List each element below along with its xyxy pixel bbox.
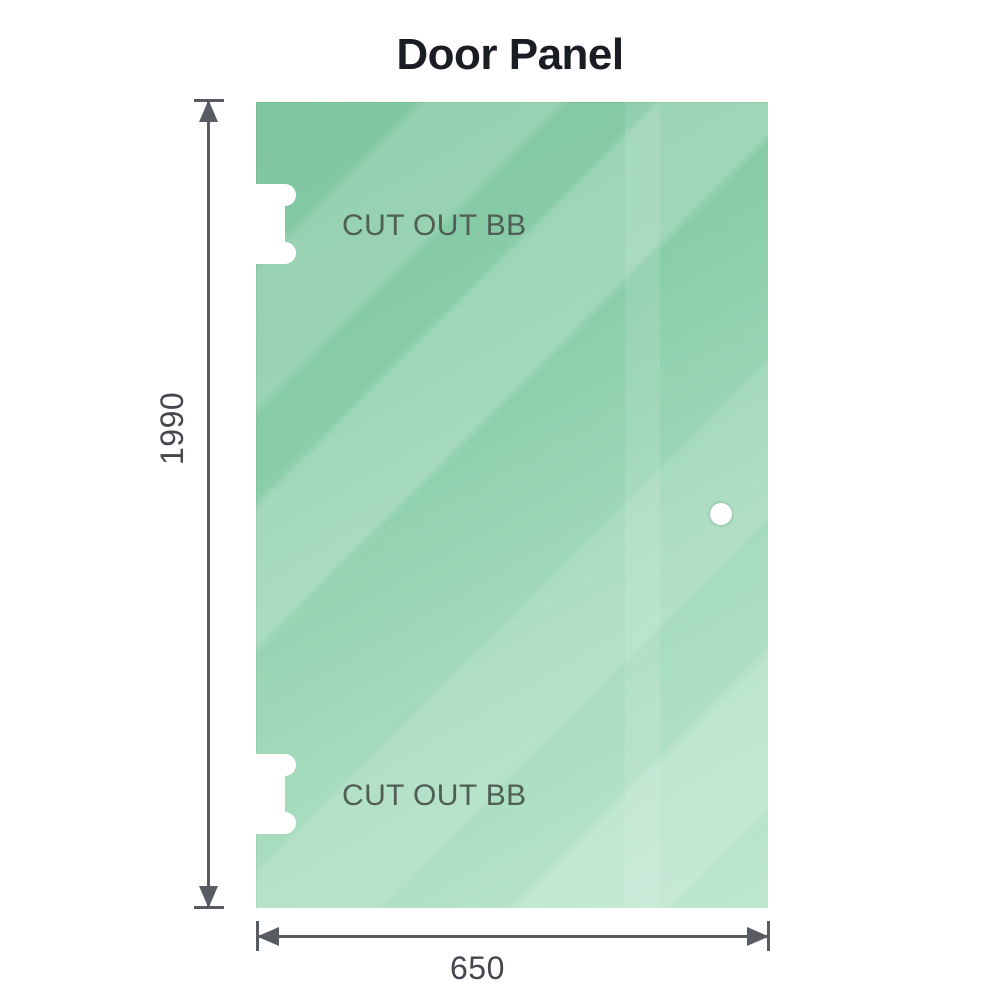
arrowhead-left-icon: [257, 927, 279, 946]
dimension-label-width: 650: [450, 950, 505, 986]
notch-cutout-icon: [255, 184, 296, 264]
cutout-bottom: [255, 750, 301, 838]
glass-panel: CUT OUT BB CUT OUT BB: [255, 102, 768, 908]
dimension-line-height: [194, 99, 224, 909]
notch-cutout-icon: [255, 754, 296, 834]
page-title: Door Panel: [396, 30, 624, 79]
arrowhead-down-icon: [199, 886, 218, 908]
glass-highlight-band: [624, 102, 661, 908]
cutout-label-bottom: CUT OUT BB: [342, 779, 527, 812]
circle-hole-icon: [710, 503, 732, 525]
dimension-label-height: 1990: [154, 391, 190, 465]
cutout-label-top: CUT OUT BB: [342, 209, 527, 242]
arrowhead-right-icon: [747, 927, 769, 946]
glass-surface: [256, 102, 768, 908]
cutout-top: [255, 180, 301, 268]
dimension-line-width: [256, 921, 770, 951]
arrowhead-up-icon: [199, 100, 218, 122]
